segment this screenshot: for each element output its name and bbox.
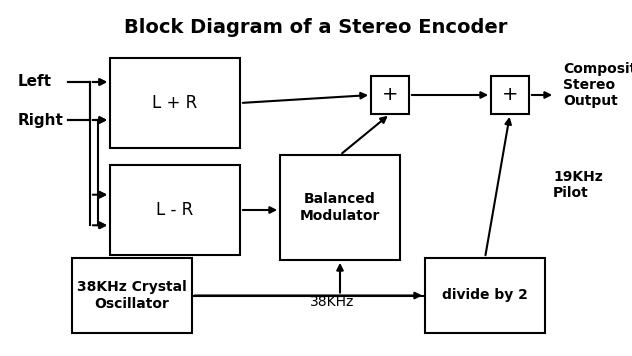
Bar [280, 155, 400, 260]
Text: Left: Left [18, 74, 52, 89]
Bar [491, 76, 529, 114]
Bar [110, 165, 240, 255]
Text: divide by 2: divide by 2 [442, 288, 528, 303]
Bar [371, 76, 409, 114]
Text: 38KHz Crystal
Oscillator: 38KHz Crystal Oscillator [77, 281, 187, 310]
Text: Composite
Stereo
Output: Composite Stereo Output [563, 62, 632, 108]
Bar [110, 58, 240, 148]
Text: 38KHz: 38KHz [310, 295, 355, 309]
Text: 19KHz
Pilot: 19KHz Pilot [553, 170, 603, 200]
Bar [425, 258, 545, 333]
Text: Balanced
Modulator: Balanced Modulator [300, 192, 380, 222]
Text: +: + [502, 85, 518, 105]
Text: Right: Right [18, 112, 64, 127]
Text: Block Diagram of a Stereo Encoder: Block Diagram of a Stereo Encoder [125, 18, 507, 37]
Bar [72, 258, 192, 333]
Text: +: + [382, 85, 398, 105]
Text: L + R: L + R [152, 94, 198, 112]
Text: L - R: L - R [156, 201, 193, 219]
